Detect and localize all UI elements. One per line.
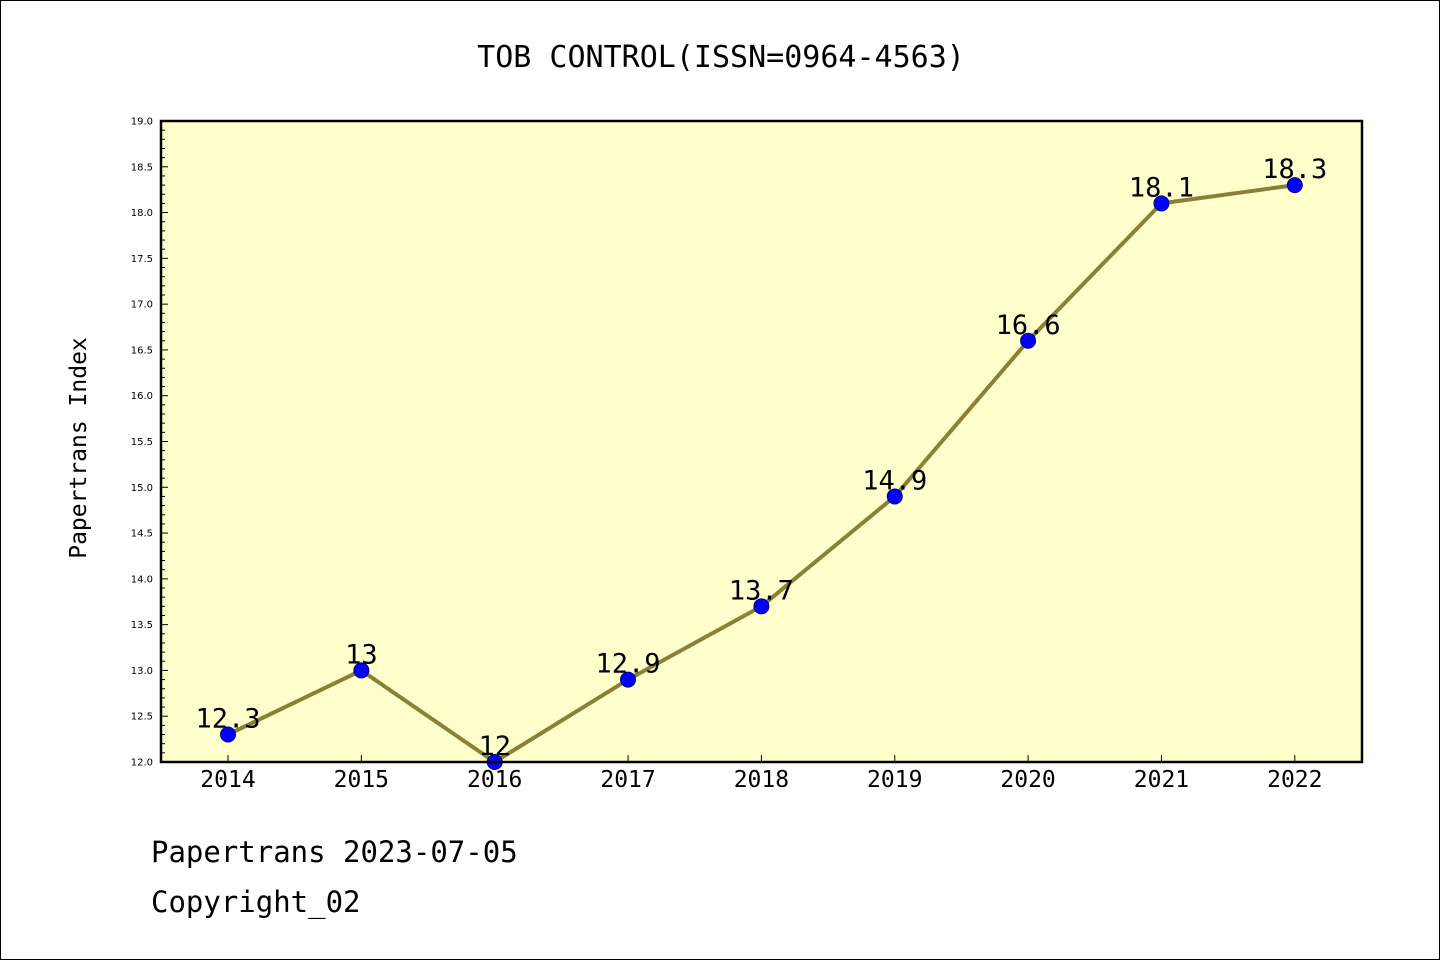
y-tick-label: 15.0 bbox=[131, 483, 153, 494]
y-tick-label: 19.0 bbox=[131, 117, 153, 128]
x-axis-ticks: 2014 2015 2016 2017 2018 2019 2020 2021 2022 bbox=[200, 755, 1322, 793]
data-label: 16.6 bbox=[996, 310, 1061, 341]
data-point bbox=[620, 671, 637, 688]
x-tick-label: 2020 bbox=[1000, 767, 1055, 793]
data-label: 12.9 bbox=[596, 649, 661, 680]
y-tick-label: 13.0 bbox=[131, 666, 153, 677]
plot-frame bbox=[159, 119, 1364, 764]
y-tick-label: 16.5 bbox=[131, 345, 153, 356]
x-tick-label: 2017 bbox=[600, 767, 655, 793]
footer-date: Papertrans 2023-07-05 bbox=[151, 835, 518, 869]
y-tick-label: 17.0 bbox=[131, 300, 153, 311]
data-point bbox=[753, 598, 770, 615]
plot-area bbox=[161, 121, 1362, 762]
data-point bbox=[353, 662, 370, 679]
y-tick-label: 18.0 bbox=[131, 208, 153, 219]
y-tick-label: 13.5 bbox=[131, 620, 153, 631]
y-tick-label: 16.0 bbox=[131, 391, 153, 402]
data-point bbox=[1020, 332, 1037, 349]
data-label: 13 bbox=[345, 639, 378, 670]
data-label: 12 bbox=[478, 731, 511, 762]
y-axis-ticks: 12.0 12.5 13.0 13.5 14.0 14.5 15.0 15.5 16.0 16.5… bbox=[131, 117, 168, 769]
data-label: 18.1 bbox=[1129, 172, 1194, 203]
data-label: 14.9 bbox=[862, 465, 927, 496]
x-tick-label: 2016 bbox=[467, 767, 522, 793]
y-tick-label: 17.5 bbox=[131, 254, 153, 265]
y-tick-label: 14.0 bbox=[131, 574, 153, 585]
footer-copyright: Copyright_02 bbox=[151, 885, 361, 919]
y-tick-label: 18.5 bbox=[131, 162, 153, 173]
data-point bbox=[1286, 177, 1303, 194]
x-tick-label: 2022 bbox=[1267, 767, 1322, 793]
data-labels: 12.3 13 12 12.9 13.7 14.9 16.6 18.1 18.3 bbox=[195, 154, 1327, 762]
data-label: 12.3 bbox=[195, 704, 260, 735]
x-tick-label: 2019 bbox=[867, 767, 922, 793]
y-tick-label: 12.5 bbox=[131, 712, 153, 723]
data-point bbox=[886, 488, 903, 505]
y-tick-label: 12.0 bbox=[131, 758, 153, 769]
data-label: 18.3 bbox=[1262, 154, 1327, 185]
x-tick-label: 2014 bbox=[200, 767, 255, 793]
y-tick-label: 14.5 bbox=[131, 529, 153, 540]
x-tick-label: 2015 bbox=[334, 767, 389, 793]
x-tick-label: 2021 bbox=[1134, 767, 1189, 793]
chart-title: TOB CONTROL(ISSN=0964-4563) bbox=[477, 40, 965, 75]
y-axis-label: Papertrans Index bbox=[66, 337, 92, 559]
y-tick-label: 15.5 bbox=[131, 437, 153, 448]
x-tick-label: 2018 bbox=[734, 767, 789, 793]
data-point bbox=[1153, 195, 1170, 212]
data-point bbox=[220, 726, 236, 743]
data-label: 13.7 bbox=[729, 575, 794, 606]
